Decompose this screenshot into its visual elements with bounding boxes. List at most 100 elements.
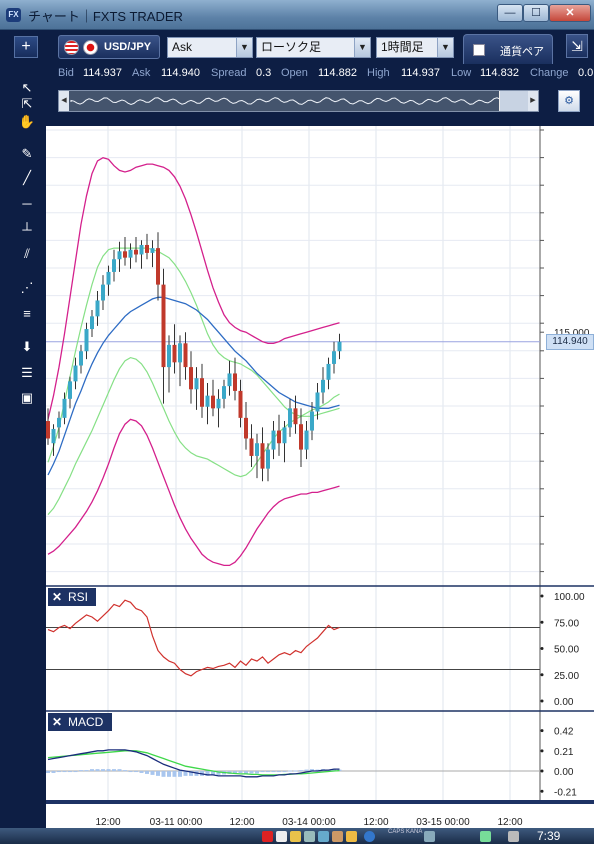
macd-axis-dot: [540, 769, 544, 773]
folder-icon[interactable]: [290, 831, 301, 842]
rsi-axis-dot: [540, 673, 544, 677]
monitor-icon[interactable]: [424, 831, 435, 842]
candle: [84, 322, 89, 360]
navigator-right-button[interactable]: ▶: [528, 91, 538, 111]
candle: [178, 335, 182, 387]
macd-histogram-bar: [238, 771, 243, 773]
candle-body: [101, 284, 105, 301]
candle-body: [260, 443, 265, 469]
candle: [255, 433, 259, 479]
keyboard-icon[interactable]: [304, 831, 315, 842]
rsi-axis-label: 25.00: [554, 671, 579, 682]
crosshair-pointer-icon[interactable]: ⇱: [21, 96, 33, 111]
candle: [68, 376, 72, 409]
pointer-icon[interactable]: ↖: [21, 80, 33, 95]
candle-body: [332, 351, 336, 364]
time-axis-label: 12:00: [497, 817, 522, 828]
candle-body: [277, 430, 281, 444]
network-icon[interactable]: [276, 831, 287, 842]
download-icon[interactable]: ⬇: [21, 339, 33, 354]
bollinger-lower-1-line: [47, 356, 340, 515]
macd-line: [47, 749, 340, 778]
candle: [123, 237, 127, 266]
vertical-line-icon[interactable]: ┴: [22, 222, 32, 237]
macd-histogram-bar: [123, 770, 127, 772]
expand-icon[interactable]: ⇲: [566, 34, 588, 58]
list-icon[interactable]: ☰: [21, 365, 33, 380]
rsi-axis-label: 75.00: [554, 618, 579, 629]
chart-type-value: ローソク足: [261, 40, 322, 54]
help-icon[interactable]: [364, 831, 375, 842]
macd-axis-label: 0.00: [554, 767, 574, 778]
change-value: 0.0: [578, 67, 594, 79]
macd-histogram-bar: [205, 771, 210, 776]
us-flag-icon: [64, 40, 79, 55]
macd-histogram-bar: [90, 769, 94, 772]
candle-body: [310, 411, 314, 431]
horizontal-line-icon[interactable]: ─: [22, 196, 32, 211]
alert-icon[interactable]: [262, 831, 273, 842]
low-label: Low: [451, 67, 472, 79]
macd-histogram-bar: [68, 771, 72, 773]
macd-histogram-bar: [46, 771, 50, 773]
hand-icon[interactable]: ✋: [18, 114, 36, 129]
spread-value: 0.3: [256, 67, 272, 79]
currency-tab-checkbox[interactable]: [473, 44, 485, 56]
gear-icon[interactable]: ⚙: [558, 90, 580, 112]
chevron-down-icon: ▼: [236, 38, 252, 57]
minimize-button[interactable]: —: [497, 4, 523, 22]
rsi-label: RSI: [68, 590, 89, 604]
candle: [150, 240, 155, 268]
channel-icon[interactable]: ⫽: [24, 246, 30, 261]
close-button[interactable]: ✕: [549, 4, 591, 22]
box-icon[interactable]: [346, 831, 357, 842]
candle: [238, 379, 243, 428]
chart-canvas[interactable]: 115.000 100.00 75.00 50.00 25.00 0.00 0.42 0.21…: [46, 126, 594, 828]
battery-icon[interactable]: [480, 831, 491, 842]
camera-icon[interactable]: ▣: [20, 390, 34, 405]
rsi-axis-label: 50.00: [554, 645, 579, 656]
close-icon[interactable]: ✕: [52, 715, 63, 729]
candle-body: [227, 373, 232, 387]
close-icon[interactable]: ✕: [52, 590, 63, 604]
volume-icon[interactable]: [508, 831, 519, 842]
candle-body: [326, 363, 331, 380]
bid-value: 114.937: [83, 67, 122, 79]
price-type-value: Ask: [172, 40, 193, 54]
fibonacci-retracement-icon[interactable]: ≡: [23, 306, 31, 321]
chart-area[interactable]: 115.000 100.00 75.00 50.00 25.00 0.00 0.42 0.21…: [46, 126, 594, 828]
timeframe-select[interactable]: 1時間足 ▼: [376, 37, 454, 58]
ime-icon[interactable]: [318, 831, 329, 842]
candle: [249, 424, 254, 468]
candle-body: [266, 449, 270, 469]
navigator-left-button[interactable]: ◀: [59, 91, 69, 111]
chart-type-select[interactable]: ローソク足 ▼: [256, 37, 371, 58]
macd-histogram-bar: [304, 769, 309, 772]
macd-histogram-bar: [266, 771, 270, 773]
macd-histogram-bar: [216, 771, 221, 775]
tools-icon[interactable]: [332, 831, 343, 842]
trendline-icon[interactable]: ╱: [23, 170, 31, 185]
add-chart-button[interactable]: +: [14, 36, 38, 58]
candle: [79, 344, 83, 374]
maximize-button[interactable]: ☐: [523, 4, 549, 22]
candle: [216, 389, 221, 428]
candle-body: [84, 329, 89, 352]
macd-histogram-bar: [156, 771, 160, 776]
candle-body: [128, 249, 133, 258]
fibonacci-fan-icon[interactable]: ⋰: [20, 280, 34, 295]
navigator-handle[interactable]: [499, 91, 529, 111]
open-value: 114.882: [318, 67, 357, 79]
rsi-line: [47, 599, 340, 677]
symbol-selector[interactable]: USD/JPY: [58, 35, 160, 59]
pen-icon[interactable]: ✎: [21, 146, 33, 161]
price-type-select[interactable]: Ask ▼: [167, 37, 253, 58]
macd-histogram-bar: [84, 770, 89, 772]
time-axis-label: 03-15 00:00: [416, 817, 470, 828]
candle: [233, 357, 237, 401]
macd-histogram-bar: [51, 771, 56, 773]
macd-axis-dot: [540, 789, 544, 793]
chart-navigator[interactable]: ◀ ▶: [58, 90, 539, 112]
tab-currency-pair[interactable]: 通貨ペア: [463, 34, 553, 64]
macd-label: MACD: [68, 715, 104, 729]
